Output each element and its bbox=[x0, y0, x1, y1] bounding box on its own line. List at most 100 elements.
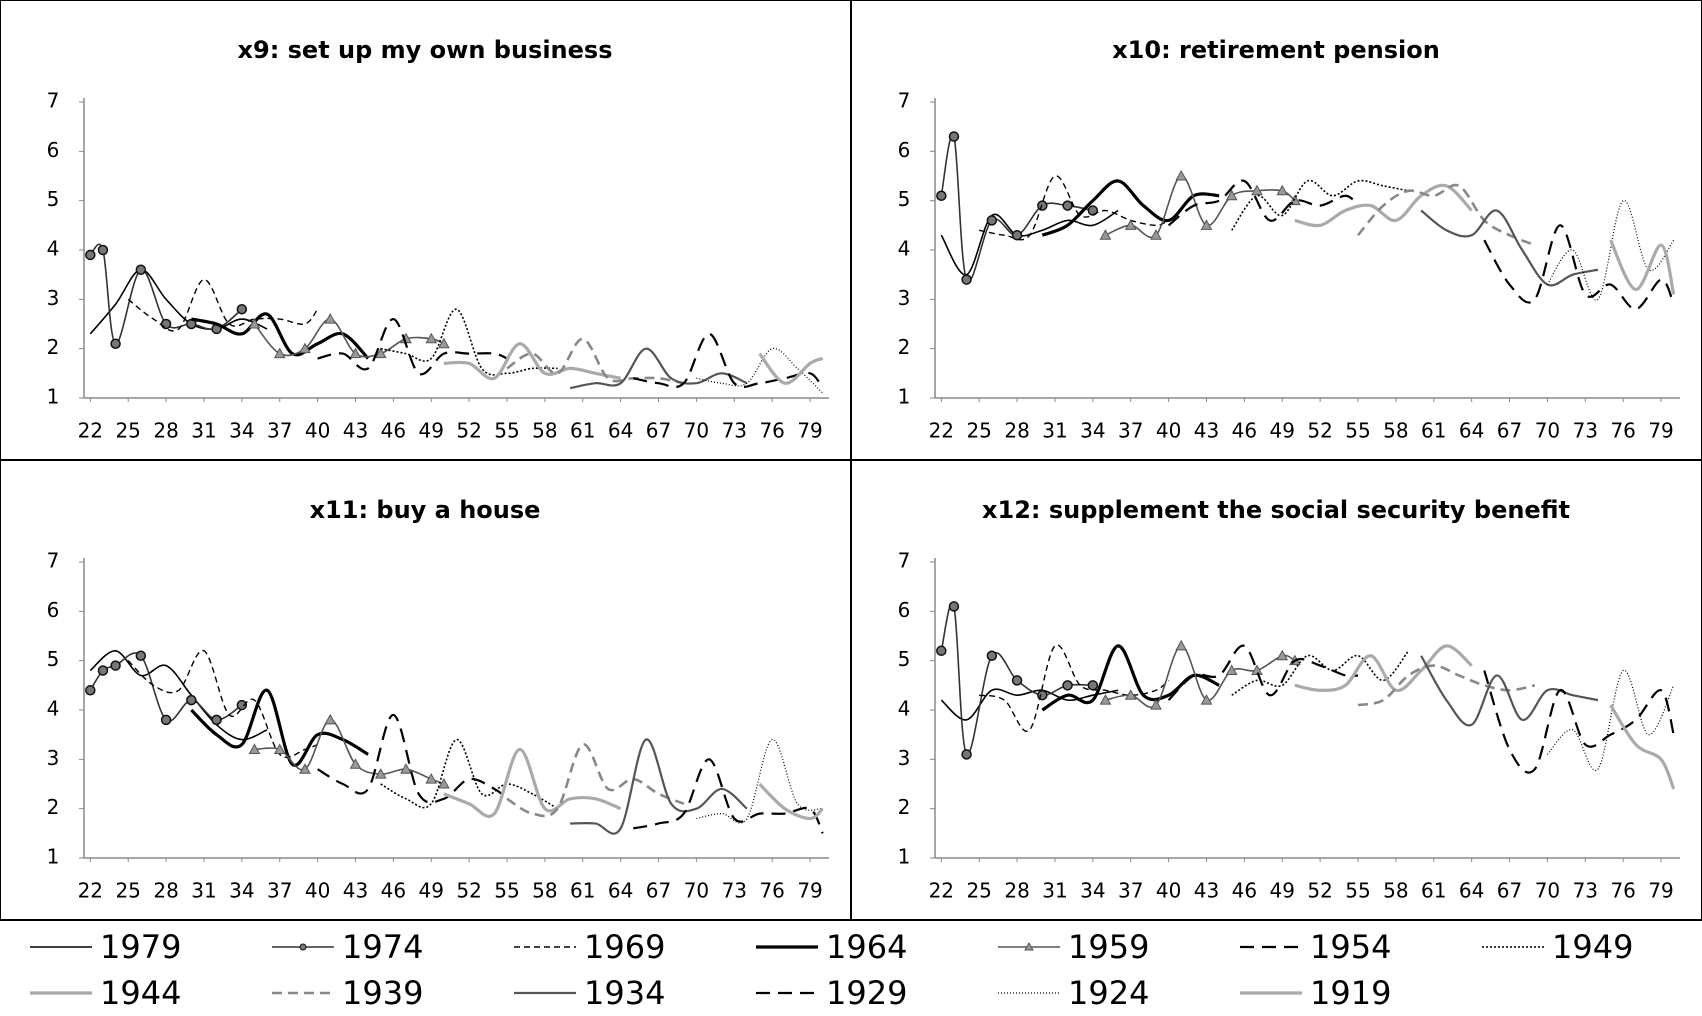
chart-title: x12: supplement the social security bene… bbox=[982, 496, 1570, 524]
legend-label: 1964 bbox=[826, 928, 908, 966]
panel: x10: retirement pension 1 2 3 4 5 6 7 22 25 28 31 34… bbox=[851, 0, 1702, 460]
x-tick-label: 37 bbox=[267, 879, 292, 903]
marker bbox=[248, 317, 261, 329]
marker bbox=[961, 274, 972, 285]
legend-swatch bbox=[30, 991, 92, 995]
marker bbox=[1099, 229, 1112, 240]
chart-title: x10: retirement pension bbox=[1112, 36, 1440, 64]
series-line bbox=[190, 688, 369, 767]
legend-swatch bbox=[1240, 991, 1302, 995]
chart-title: x9: set up my own business bbox=[238, 36, 613, 64]
x-tick-label: 73 bbox=[1573, 879, 1598, 903]
x-tick-label: 61 bbox=[570, 879, 595, 903]
x-tick-label: 67 bbox=[1497, 879, 1522, 903]
series-line bbox=[940, 209, 1119, 276]
legend-label: 1954 bbox=[1310, 928, 1392, 966]
x-tick-label: 58 bbox=[1383, 419, 1408, 443]
series-line bbox=[127, 278, 319, 332]
x-tick-label: 22 bbox=[929, 879, 954, 903]
x-tick-label: 31 bbox=[1042, 419, 1067, 443]
legend-item: 1934 bbox=[512, 971, 665, 1015]
marker bbox=[1251, 664, 1263, 676]
marker bbox=[438, 337, 450, 349]
x-tick-label: 76 bbox=[759, 879, 784, 903]
x-tick-label: 79 bbox=[797, 419, 822, 443]
x-tick-label: 31 bbox=[191, 419, 216, 443]
y-tick-label: 3 bbox=[47, 286, 60, 310]
x-tick-label: 76 bbox=[1610, 419, 1635, 443]
marker bbox=[1124, 689, 1137, 700]
legend-swatch bbox=[998, 992, 1060, 994]
y-tick-label: 7 bbox=[47, 89, 60, 113]
chart: x12: supplement the social security bene… bbox=[898, 496, 1680, 903]
marker bbox=[324, 313, 337, 324]
y-tick-label: 3 bbox=[898, 286, 911, 310]
y-tick-label: 6 bbox=[898, 138, 911, 162]
x-tick-label: 52 bbox=[1307, 419, 1332, 443]
x-tick-label: 31 bbox=[191, 879, 216, 903]
marker bbox=[961, 749, 972, 760]
marker bbox=[936, 190, 947, 201]
marker bbox=[374, 347, 387, 359]
x-tick-label: 34 bbox=[229, 879, 254, 903]
series-line bbox=[89, 268, 268, 335]
panel: x9: set up my own business 1 2 3 4 5 6 7 22 25 28 3… bbox=[0, 0, 851, 460]
series-line bbox=[758, 782, 824, 821]
series-line bbox=[1231, 650, 1410, 696]
x-tick-label: 58 bbox=[532, 419, 557, 443]
x-tick-label: 46 bbox=[1232, 879, 1257, 903]
legend-marker bbox=[299, 943, 307, 951]
x-tick-label: 73 bbox=[722, 419, 747, 443]
legend: 1979 1974 1969 1964 1959 1954 1949 1944 1939 1934… bbox=[0, 920, 1702, 1016]
series-line bbox=[1609, 704, 1676, 790]
marker bbox=[160, 714, 172, 726]
x-tick-label: 25 bbox=[966, 419, 991, 443]
y-tick-label: 7 bbox=[898, 549, 911, 573]
x-tick-label: 40 bbox=[305, 879, 330, 903]
marker bbox=[1099, 694, 1112, 705]
marker bbox=[186, 694, 197, 706]
x-tick-label: 61 bbox=[1421, 879, 1446, 903]
x-tick-label: 49 bbox=[419, 419, 444, 443]
x-tick-label: 70 bbox=[684, 419, 709, 443]
legend-item: 1959 bbox=[996, 925, 1149, 969]
series-line bbox=[1167, 644, 1359, 701]
x-tick-label: 64 bbox=[608, 419, 633, 443]
series-line bbox=[380, 738, 558, 810]
series-line bbox=[758, 352, 824, 385]
marker bbox=[374, 768, 387, 779]
legend-item: 1974 bbox=[270, 925, 423, 969]
x-tick-label: 64 bbox=[1459, 419, 1484, 443]
x-tick-label: 43 bbox=[343, 879, 368, 903]
x-tick-label: 64 bbox=[608, 879, 633, 903]
legend-label: 1934 bbox=[584, 974, 666, 1012]
y-tick-label: 2 bbox=[898, 795, 911, 819]
legend-label: 1929 bbox=[826, 974, 908, 1012]
x-tick-label: 55 bbox=[494, 879, 519, 903]
y-tick-label: 1 bbox=[898, 845, 911, 869]
y-tick-label: 1 bbox=[47, 385, 60, 409]
series-line bbox=[1483, 224, 1675, 311]
legend-item: 1969 bbox=[512, 925, 665, 969]
legend-label: 1979 bbox=[100, 928, 182, 966]
x-tick-label: 55 bbox=[1345, 419, 1370, 443]
marker bbox=[1276, 184, 1289, 196]
series-line bbox=[1420, 209, 1599, 287]
legend-swatch bbox=[30, 946, 92, 948]
legend-swatch bbox=[1482, 946, 1544, 948]
series-line bbox=[979, 644, 1170, 732]
marker bbox=[1011, 229, 1023, 241]
marker bbox=[948, 601, 960, 612]
y-tick-label: 5 bbox=[47, 647, 60, 671]
marker bbox=[85, 249, 96, 261]
marker bbox=[1062, 200, 1073, 211]
marker bbox=[936, 645, 947, 657]
marker bbox=[1200, 219, 1213, 230]
x-tick-label: 43 bbox=[1194, 879, 1219, 903]
x-tick-label: 28 bbox=[153, 879, 178, 903]
marker bbox=[948, 131, 960, 142]
panel: x11: buy a house 1 2 3 4 5 6 7 22 25 28 31 34 37 40 43 4… bbox=[0, 460, 851, 920]
y-tick-label: 4 bbox=[898, 697, 911, 721]
x-tick-label: 25 bbox=[115, 419, 140, 443]
